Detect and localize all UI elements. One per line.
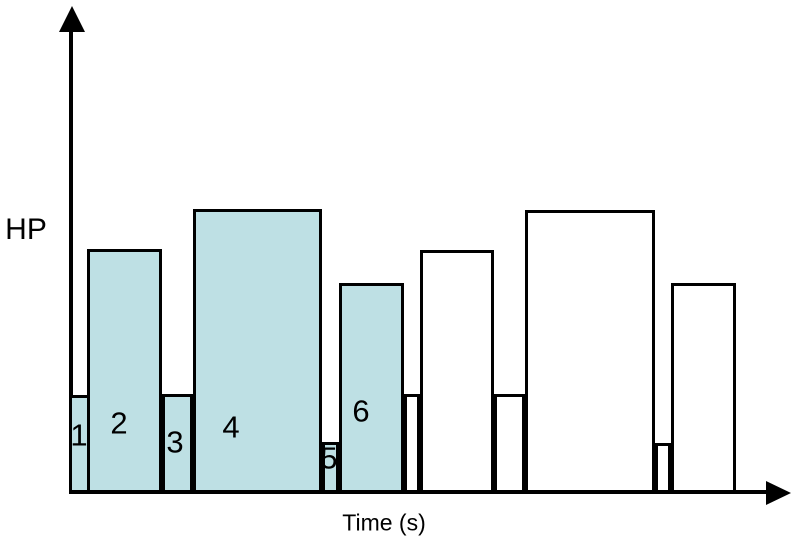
y-axis-line [69,26,73,494]
x-axis-arrow-icon [766,481,791,505]
bar-label-6: 6 [352,393,370,429]
x-axis-label: Time (s) [342,509,426,536]
bar-unshaded [494,394,525,493]
bar-5 [322,442,339,493]
bar-unshaded [671,283,736,493]
bar-3 [162,394,193,493]
bar-unshaded [420,250,494,493]
bar-unshaded [404,394,420,493]
bar-label-4: 4 [222,409,240,445]
bar-label-2: 2 [110,405,128,441]
y-axis-label: HP [5,213,47,246]
bar-unshaded [655,443,671,493]
y-axis-arrow-icon [59,6,85,32]
bar-label-5: 5 [320,440,338,476]
bar-label-1: 1 [70,417,88,453]
bar-label-3: 3 [166,424,184,460]
bar-unshaded [525,210,655,493]
bar-6 [339,283,404,493]
bar-2 [87,249,162,493]
bar-4 [193,209,322,493]
